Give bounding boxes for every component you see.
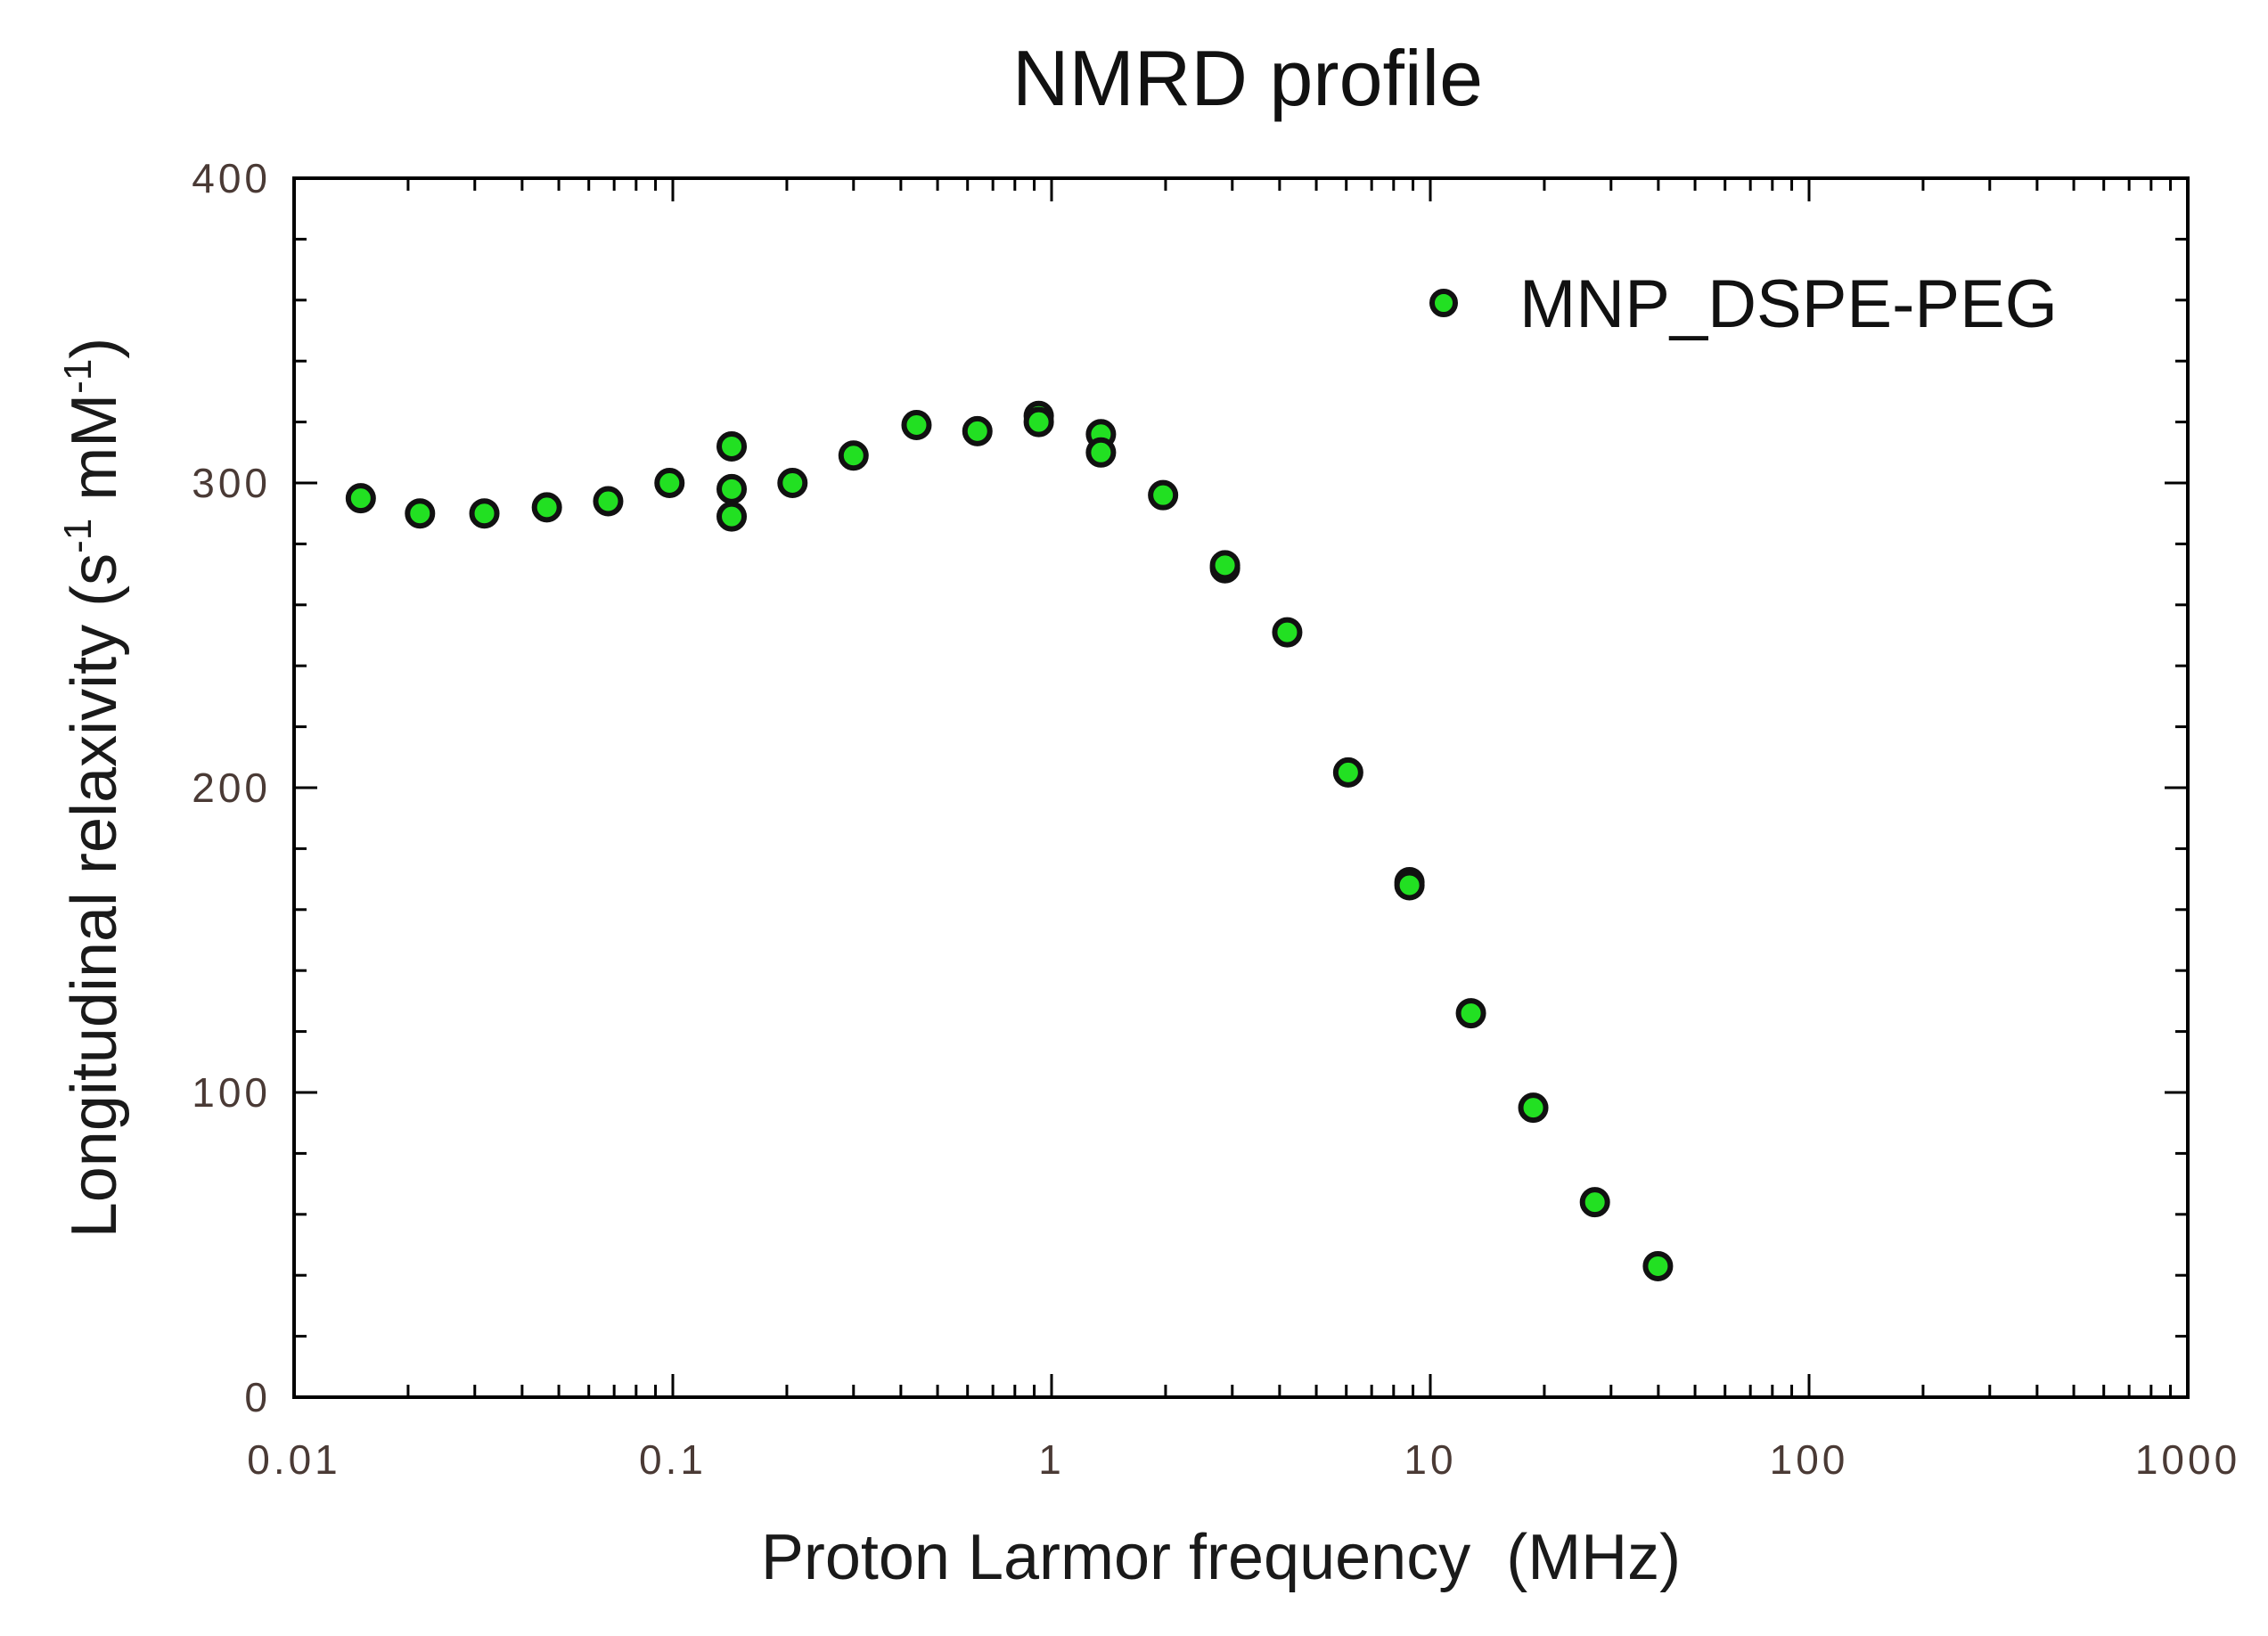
x-tick-label: 1000 xyxy=(2135,1436,2240,1483)
y-axis-label-mid: mM xyxy=(59,394,130,519)
y-tick-label: 300 xyxy=(192,460,271,506)
y-tick-label: 0 xyxy=(244,1374,271,1420)
x-axis-label: Proton Larmor frequency (MHz) xyxy=(761,1522,1681,1593)
legend-label: MNP_DSPE-PEG xyxy=(1519,266,2058,342)
legend: MNP_DSPE-PEG xyxy=(1429,266,2058,342)
data-point xyxy=(1518,1092,1549,1124)
data-point xyxy=(1085,437,1117,468)
data-point xyxy=(405,498,436,529)
y-axis-ticks: 0 100 200 300 400 xyxy=(192,155,2188,1420)
data-point xyxy=(1272,617,1303,648)
y-tick-label: 200 xyxy=(192,765,271,811)
plot-frame xyxy=(292,176,2190,1399)
x-tick-label: 10 xyxy=(1404,1436,1456,1483)
data-point xyxy=(469,498,500,529)
data-point xyxy=(1209,550,1240,581)
y-axis-label-sup2: -1 xyxy=(56,359,100,394)
data-point xyxy=(345,483,376,514)
data-point xyxy=(962,415,993,446)
data-point xyxy=(716,473,748,504)
x-axis-ticks: 0.01 0.1 1 10 100 1000 xyxy=(247,178,2240,1483)
data-point xyxy=(1023,406,1054,438)
data-point xyxy=(838,440,869,471)
y-axis-label-sup1: -1 xyxy=(56,519,100,553)
x-tick-label: 100 xyxy=(1770,1436,1849,1483)
data-point xyxy=(901,410,932,441)
x-tick-label: 0.1 xyxy=(639,1436,707,1483)
y-tick-label: 100 xyxy=(192,1069,271,1116)
data-point xyxy=(654,468,685,498)
data-points xyxy=(345,400,1674,1281)
data-point xyxy=(1642,1250,1674,1281)
x-tick-label: 0.01 xyxy=(247,1436,341,1483)
chart-title: NMRD profile xyxy=(1012,34,1483,122)
data-point xyxy=(531,492,562,523)
y-axis-label-main: Longitudinal relaxivity (s xyxy=(59,553,130,1238)
data-point xyxy=(716,430,748,462)
x-tick-label: 1 xyxy=(1038,1436,1065,1483)
y-tick-label: 400 xyxy=(192,155,271,201)
data-point xyxy=(1394,870,1425,901)
legend-marker xyxy=(1429,289,1458,317)
data-point xyxy=(593,486,624,517)
y-axis-label-end: ) xyxy=(59,338,130,359)
data-point xyxy=(1148,479,1179,511)
data-point xyxy=(777,468,808,498)
data-point xyxy=(1455,998,1486,1029)
data-point xyxy=(1579,1187,1610,1218)
y-axis-label: Longitudinal relaxivity (s-1 mM-1) xyxy=(56,338,130,1239)
data-point xyxy=(716,501,748,532)
data-point xyxy=(1332,757,1363,788)
